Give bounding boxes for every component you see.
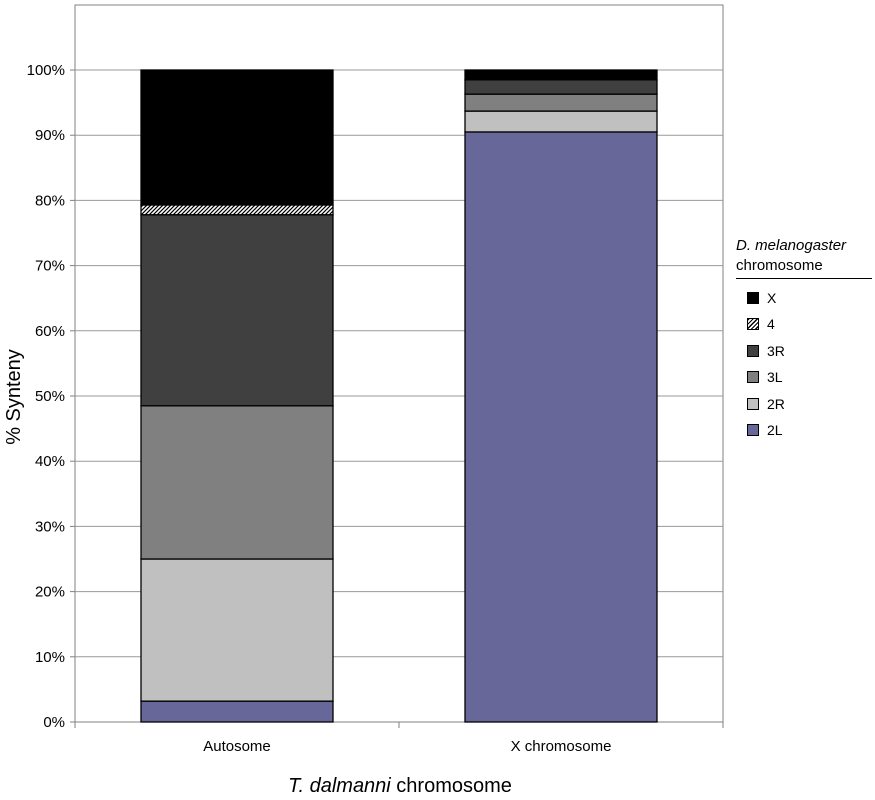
y-tick-label: 30%	[35, 518, 65, 535]
legend-item-x: X	[747, 289, 776, 307]
legend-title-rule	[736, 278, 872, 279]
y-tick-labels: 0% 10% 20% 30% 40% 50% 60% 70% 80% 90% 100%	[27, 62, 65, 731]
legend-label: X	[767, 290, 777, 306]
bars	[140, 69, 658, 723]
x-axis-title-italic: T. dalmanni	[288, 775, 391, 797]
bar-segment-3l	[464, 93, 658, 112]
y-tick-label: 20%	[35, 584, 65, 601]
legend-title-rest: chromosome	[736, 257, 823, 274]
legend-item-3r: 3R	[747, 342, 785, 360]
x-tick-label: X chromosome	[511, 738, 612, 755]
legend-label: 2L	[767, 422, 783, 438]
legend-item-3l: 3L	[747, 368, 783, 386]
legend-swatch	[747, 344, 759, 357]
legend-swatch	[747, 424, 759, 436]
x-tick-label: Autosome	[203, 738, 271, 755]
bar-segment-2r	[464, 110, 658, 133]
bar-segment-x	[140, 69, 334, 206]
y-tick-label: 40%	[35, 453, 65, 470]
y-tick-label: 70%	[35, 258, 65, 275]
y-tick-label: 100%	[27, 62, 65, 79]
bar-segment-3r	[140, 214, 334, 407]
legend-label: 3R	[767, 342, 785, 359]
y-tick-label: 80%	[35, 192, 65, 209]
legend-swatch	[747, 292, 759, 304]
legend-label: 3L	[767, 369, 783, 386]
bar-segment-x	[464, 69, 658, 81]
y-tick-label: 0%	[43, 714, 65, 731]
bar-segment-3r	[464, 79, 658, 95]
legend-label: 4	[767, 316, 775, 333]
bar-segment-4	[140, 204, 334, 216]
x-axis-title-rest: chromosome	[390, 775, 512, 797]
y-tick-label: 50%	[35, 388, 65, 405]
bar-segment-3l	[140, 405, 334, 560]
bar-segment-2l	[464, 131, 658, 723]
y-tick-label: 60%	[35, 323, 65, 340]
legend-title: D. melanogaster chromosome	[736, 236, 872, 279]
legend-item-2r: 2R	[747, 395, 785, 413]
bar-segment-2r	[140, 558, 334, 702]
legend-swatch	[747, 371, 759, 384]
legend-swatch	[747, 318, 759, 331]
legend-label: 2R	[767, 395, 785, 412]
legend-item-4: 4	[747, 315, 775, 333]
y-axis-label: % Synteny	[3, 349, 25, 445]
bar-segment-2l	[140, 700, 334, 723]
y-tick-label: 90%	[35, 127, 65, 144]
x-axis-title: T. dalmanni chromosome	[0, 775, 800, 798]
y-tick-label: 10%	[35, 649, 65, 666]
legend-item-2l: 2L	[747, 421, 783, 439]
legend-swatch	[747, 397, 759, 410]
x-tick-labels: Autosome X chromosome	[203, 738, 611, 755]
legend-title-italic: D. melanogaster	[736, 237, 847, 254]
